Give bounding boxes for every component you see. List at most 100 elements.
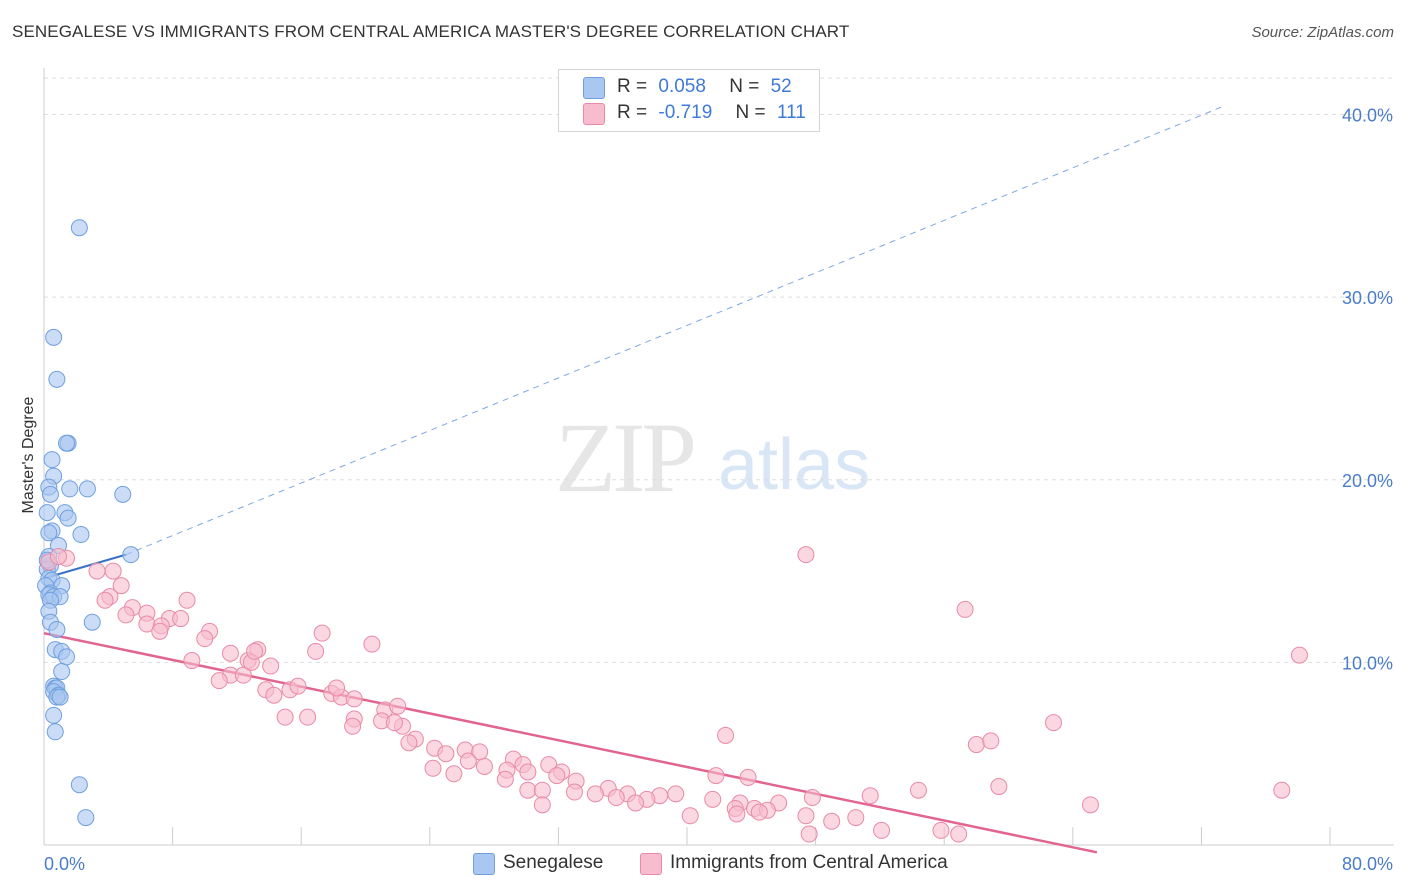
central-america-trend-line (43, 631, 1098, 854)
legend-r-value-central-america: -0.719 (658, 102, 713, 123)
senegalese-point (40, 524, 58, 542)
senegalese-point (78, 480, 96, 498)
senegalese-point (77, 809, 95, 827)
central-america-point (88, 562, 106, 580)
legend-r-label: R = (617, 76, 648, 97)
central-america-point (982, 732, 1000, 750)
central-america-point (800, 825, 818, 843)
central-america-point (1045, 714, 1063, 732)
central-america-point (967, 736, 985, 754)
trend-lines (43, 104, 1226, 854)
central-america-point (363, 635, 381, 653)
central-america-point (262, 657, 280, 675)
y-tick-label: 30.0% (1342, 288, 1393, 308)
legend-n-value-central-america: 111 (776, 102, 806, 123)
x-tick-label-min: 0.0% (44, 854, 85, 874)
y-tick-label: 40.0% (1342, 106, 1393, 126)
central-america-point (586, 785, 604, 803)
central-america-point (823, 812, 841, 830)
central-america-point (496, 770, 514, 788)
central-america-point (234, 666, 252, 684)
central-america-point (932, 821, 950, 839)
senegalese-point (122, 546, 140, 564)
central-america-point (548, 767, 566, 785)
central-america-point (307, 642, 325, 660)
central-america-point (117, 606, 135, 624)
source-label: Source: ZipAtlas.com (1251, 24, 1394, 41)
senegalese-point (41, 485, 59, 503)
central-america-point (475, 757, 493, 775)
central-america-point (221, 644, 239, 662)
central-america-point (328, 679, 346, 697)
central-america-point (607, 789, 625, 807)
senegalese-point (83, 613, 101, 631)
central-america-point (533, 796, 551, 814)
legend-r-value-senegalese: 0.058 (658, 76, 706, 97)
central-america-point (707, 767, 725, 785)
central-america-point (345, 690, 363, 708)
senegalese-point (70, 776, 88, 794)
central-america-point (172, 610, 190, 628)
senegalese-point (114, 485, 132, 503)
central-america-point (299, 708, 317, 726)
central-america-point (210, 672, 228, 690)
senegalese-point (45, 706, 63, 724)
central-america-point (112, 577, 130, 595)
central-america-point (246, 642, 264, 660)
central-america-point (627, 794, 645, 812)
central-america-point (717, 726, 735, 744)
senegalese-point (58, 648, 76, 666)
central-america-point (950, 825, 968, 843)
central-america-point (956, 600, 974, 618)
legend-swatch-senegalese (583, 77, 605, 99)
y-tick-label: 20.0% (1342, 471, 1393, 491)
senegalese-point (59, 509, 77, 527)
central-america-point (183, 652, 201, 670)
legend-swatch-central-america (583, 103, 605, 125)
central-america-point (739, 768, 757, 786)
legend-n-label: N = (729, 76, 760, 97)
x-tick-label-max: 80.0% (1342, 854, 1393, 874)
central-america-point (49, 547, 67, 565)
senegalese-point (43, 451, 61, 469)
senegalese-point (70, 219, 88, 237)
legend-r-label: R = (617, 102, 648, 123)
axes (43, 68, 1394, 846)
y-tick-label: 10.0% (1342, 653, 1393, 673)
central-america-point (265, 686, 283, 704)
central-america-point (803, 789, 821, 807)
central-america-point (196, 630, 214, 648)
senegalese-trend-extension (125, 104, 1226, 556)
central-america-point (178, 591, 196, 609)
central-america-point (704, 790, 722, 808)
central-america-point (385, 714, 403, 732)
legend-n-value-senegalese: 52 (770, 76, 792, 97)
correlation-legend: R = 0.058 N = 52 R = -0.719 N = 111 (558, 69, 820, 132)
central-america-point (313, 624, 331, 642)
central-america-point (565, 783, 583, 801)
watermark-atlas: atlas (718, 425, 871, 505)
watermark-zip: ZIP (555, 402, 697, 513)
senegalese-point (72, 526, 90, 544)
central-america-point (424, 759, 442, 777)
bottom-legend-label-senegalese: Senegalese (503, 852, 604, 873)
central-america-point (289, 677, 307, 695)
central-america-point (861, 787, 879, 805)
grid-lines (44, 77, 1394, 663)
central-america-point (1081, 796, 1099, 814)
bottom-legend-swatch-senegalese (473, 853, 495, 875)
central-america-point (1290, 646, 1308, 664)
central-america-point (681, 807, 699, 825)
senegalese-point (45, 328, 63, 346)
central-america-point (151, 622, 169, 640)
central-america-point (1273, 781, 1291, 799)
central-america-point (459, 752, 477, 770)
central-america-point (519, 781, 537, 799)
central-america-point (445, 765, 463, 783)
central-america-point (847, 809, 865, 827)
senegalese-point (48, 621, 66, 639)
central-america-point (96, 591, 114, 609)
central-america-point (104, 562, 122, 580)
central-america-point (750, 803, 768, 821)
